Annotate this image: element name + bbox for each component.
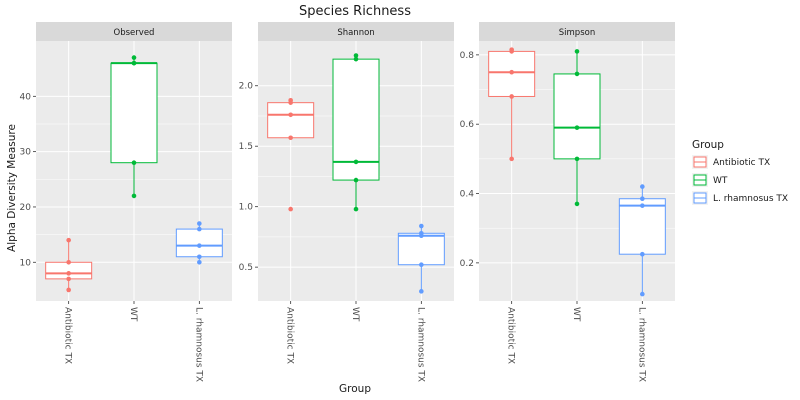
data-point — [574, 201, 580, 207]
y-tick-label: 0.2 — [460, 259, 474, 269]
iqr-box — [110, 62, 158, 164]
y-tick-label: 0.6 — [460, 120, 475, 130]
y-tick-label: 1.0 — [239, 203, 254, 213]
data-point — [353, 56, 359, 62]
y-tick-label: 40 — [20, 92, 32, 102]
data-point — [419, 223, 424, 229]
data-point — [640, 251, 645, 257]
data-point — [197, 254, 202, 260]
data-point — [419, 289, 424, 294]
data-point — [131, 160, 137, 166]
y-tick-label: 1.5 — [239, 142, 253, 152]
boxplot-wt — [110, 55, 158, 199]
data-point — [353, 159, 359, 165]
x-tick-label: WT — [350, 307, 360, 322]
data-point — [66, 259, 71, 265]
facet-panel-simpson: Simpson 0.2 0.4 0.6 0.8 Antibiotic TX WT L. rha… — [460, 22, 675, 382]
y-tick-label: 0.4 — [460, 190, 475, 200]
y-tick-label: 0.8 — [460, 51, 475, 61]
facet-panel-shannon: Shannon 0.5 1.0 1.5 2.0 Antibiotic TX WT L. rha… — [239, 22, 454, 382]
iqr-box — [45, 261, 93, 280]
data-point — [353, 53, 359, 58]
data-point — [353, 206, 359, 212]
iqr-box — [267, 102, 315, 139]
iqr-box — [175, 228, 223, 258]
boxplot-antibiotic-tx — [267, 97, 315, 212]
data-point — [66, 287, 71, 293]
data-point — [509, 47, 514, 52]
data-point — [509, 94, 514, 99]
data-point — [574, 156, 580, 162]
iqr-box — [553, 73, 601, 160]
data-point — [288, 135, 293, 141]
y-tick-label: 0.5 — [239, 263, 253, 273]
data-point — [640, 184, 645, 189]
data-point — [640, 291, 645, 297]
data-point — [197, 226, 202, 232]
data-point — [66, 237, 71, 243]
data-point — [197, 221, 202, 226]
data-point — [640, 203, 645, 208]
legend-label: WT — [713, 176, 728, 186]
x-tick-label: Antibiotic TX — [285, 307, 295, 364]
facet-panel-observed: Observed 10 20 30 40 Antibiotic TX WT L. rhamno… — [20, 22, 232, 382]
data-point — [66, 271, 71, 276]
boxplot-antibiotic-tx — [488, 47, 536, 162]
data-point — [419, 230, 424, 236]
data-point — [574, 125, 580, 130]
x-tick-label: L. rhamnosus TX — [193, 307, 203, 382]
data-point — [197, 259, 202, 265]
data-point — [197, 243, 202, 248]
legend: Group Antibiotic TX WT L. rhamnosus TX — [692, 139, 788, 205]
x-tick-label: WT — [571, 307, 581, 322]
legend-item: Antibiotic TX — [692, 155, 770, 169]
data-point — [574, 71, 580, 77]
facet-strip-label: Observed — [114, 28, 155, 38]
legend-item: WT — [692, 173, 728, 187]
legend-label: Antibiotic TX — [713, 158, 770, 168]
facet-strip-label: Simpson — [559, 28, 595, 38]
data-point — [419, 262, 424, 268]
data-point — [288, 112, 293, 118]
boxplot-wt — [553, 49, 601, 207]
x-tick-label: Antibiotic TX — [63, 307, 73, 364]
y-tick-label: 30 — [20, 148, 32, 158]
facet-strip — [258, 22, 454, 41]
x-tick-label: L. rhamnosus TX — [415, 307, 425, 382]
boxplot-antibiotic-tx — [45, 237, 93, 293]
data-point — [131, 193, 137, 199]
data-point — [288, 206, 293, 212]
data-point — [640, 196, 645, 202]
data-point — [131, 55, 137, 60]
boxplot-wt — [332, 53, 380, 212]
data-point — [574, 49, 580, 54]
y-axis-label: Alpha Diversity Measure — [6, 124, 18, 252]
data-point — [509, 156, 514, 162]
data-point — [353, 177, 359, 183]
x-tick-label: Antibiotic TX — [506, 307, 516, 364]
legend-label: L. rhamnosus TX — [713, 194, 788, 204]
data-point — [288, 97, 293, 103]
x-axis-label: Group — [339, 383, 371, 395]
x-tick-label: L. rhamnosus TX — [636, 307, 646, 382]
data-point — [509, 69, 514, 75]
boxplot-l-rhamnosus-tx — [175, 221, 223, 265]
y-tick-label: 20 — [20, 203, 32, 213]
data-point — [131, 60, 137, 66]
legend-item: L. rhamnosus TX — [692, 191, 788, 205]
x-tick-label: WT — [128, 307, 138, 322]
data-point — [66, 276, 71, 282]
y-tick-label: 10 — [20, 258, 32, 268]
facet-strip — [36, 22, 232, 41]
chart-title: Species Richness — [299, 4, 411, 19]
boxplot-l-rhamnosus-tx — [397, 223, 445, 294]
facet-strip — [479, 22, 675, 41]
boxplot-l-rhamnosus-tx — [618, 184, 666, 297]
facet-strip-label: Shannon — [337, 28, 374, 38]
y-tick-label: 2.0 — [239, 82, 254, 92]
legend-title: Group — [692, 139, 724, 151]
